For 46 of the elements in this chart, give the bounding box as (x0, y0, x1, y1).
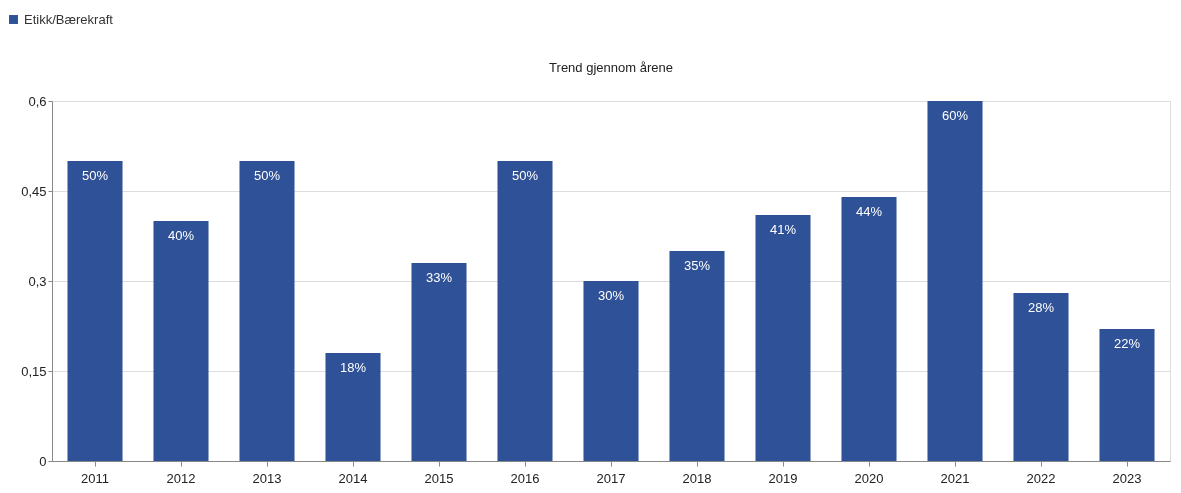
bar (841, 197, 897, 461)
x-tick-label: 2022 (1026, 470, 1056, 486)
x-tick-label: 2017 (596, 470, 626, 486)
data-label: 50% (511, 168, 539, 183)
y-tick-label: 0,15 (21, 363, 47, 379)
bar (411, 263, 467, 461)
data-label: 35% (683, 258, 711, 273)
y-tick-label: 0,45 (21, 183, 47, 199)
x-tick-label: 2013 (252, 470, 282, 486)
x-tick-label: 2021 (940, 470, 970, 486)
bar (583, 281, 639, 461)
data-label: 18% (339, 360, 367, 375)
data-label: 40% (167, 228, 195, 243)
bar (927, 101, 983, 461)
data-label: 28% (1027, 300, 1055, 315)
x-tick-label: 2014 (338, 470, 368, 486)
chart-title: Trend gjennom årene (549, 60, 673, 75)
x-tick-label: 2011 (81, 470, 109, 486)
bar (1099, 329, 1155, 461)
x-tick-label: 2023 (1112, 470, 1142, 486)
bar (325, 353, 381, 461)
data-label: 50% (81, 168, 109, 183)
data-label: 30% (597, 288, 625, 303)
y-tick-label: 0,3 (28, 273, 47, 289)
x-tick-label: 2019 (768, 470, 798, 486)
y-tick-label: 0,6 (28, 93, 47, 109)
x-tick-label: 2016 (510, 470, 540, 486)
data-label: 50% (253, 168, 281, 183)
x-tick-label: 2020 (854, 470, 884, 486)
data-label: 41% (769, 222, 797, 237)
bar (755, 215, 811, 461)
legend-label: Etikk/Bærekraft (24, 11, 114, 27)
bar (669, 251, 725, 461)
bar (1013, 293, 1069, 461)
x-tick-label: 2012 (166, 470, 196, 486)
bar (239, 161, 295, 461)
bar (67, 161, 123, 461)
data-label: 33% (425, 270, 453, 285)
data-label: 22% (1113, 336, 1141, 351)
data-label: 60% (941, 108, 969, 123)
x-tick-label: 2018 (682, 470, 712, 486)
data-label: 44% (855, 204, 883, 219)
y-tick-label: 0 (39, 453, 47, 469)
bar (497, 161, 553, 461)
x-tick-label: 2015 (424, 470, 454, 486)
bar (153, 221, 209, 461)
